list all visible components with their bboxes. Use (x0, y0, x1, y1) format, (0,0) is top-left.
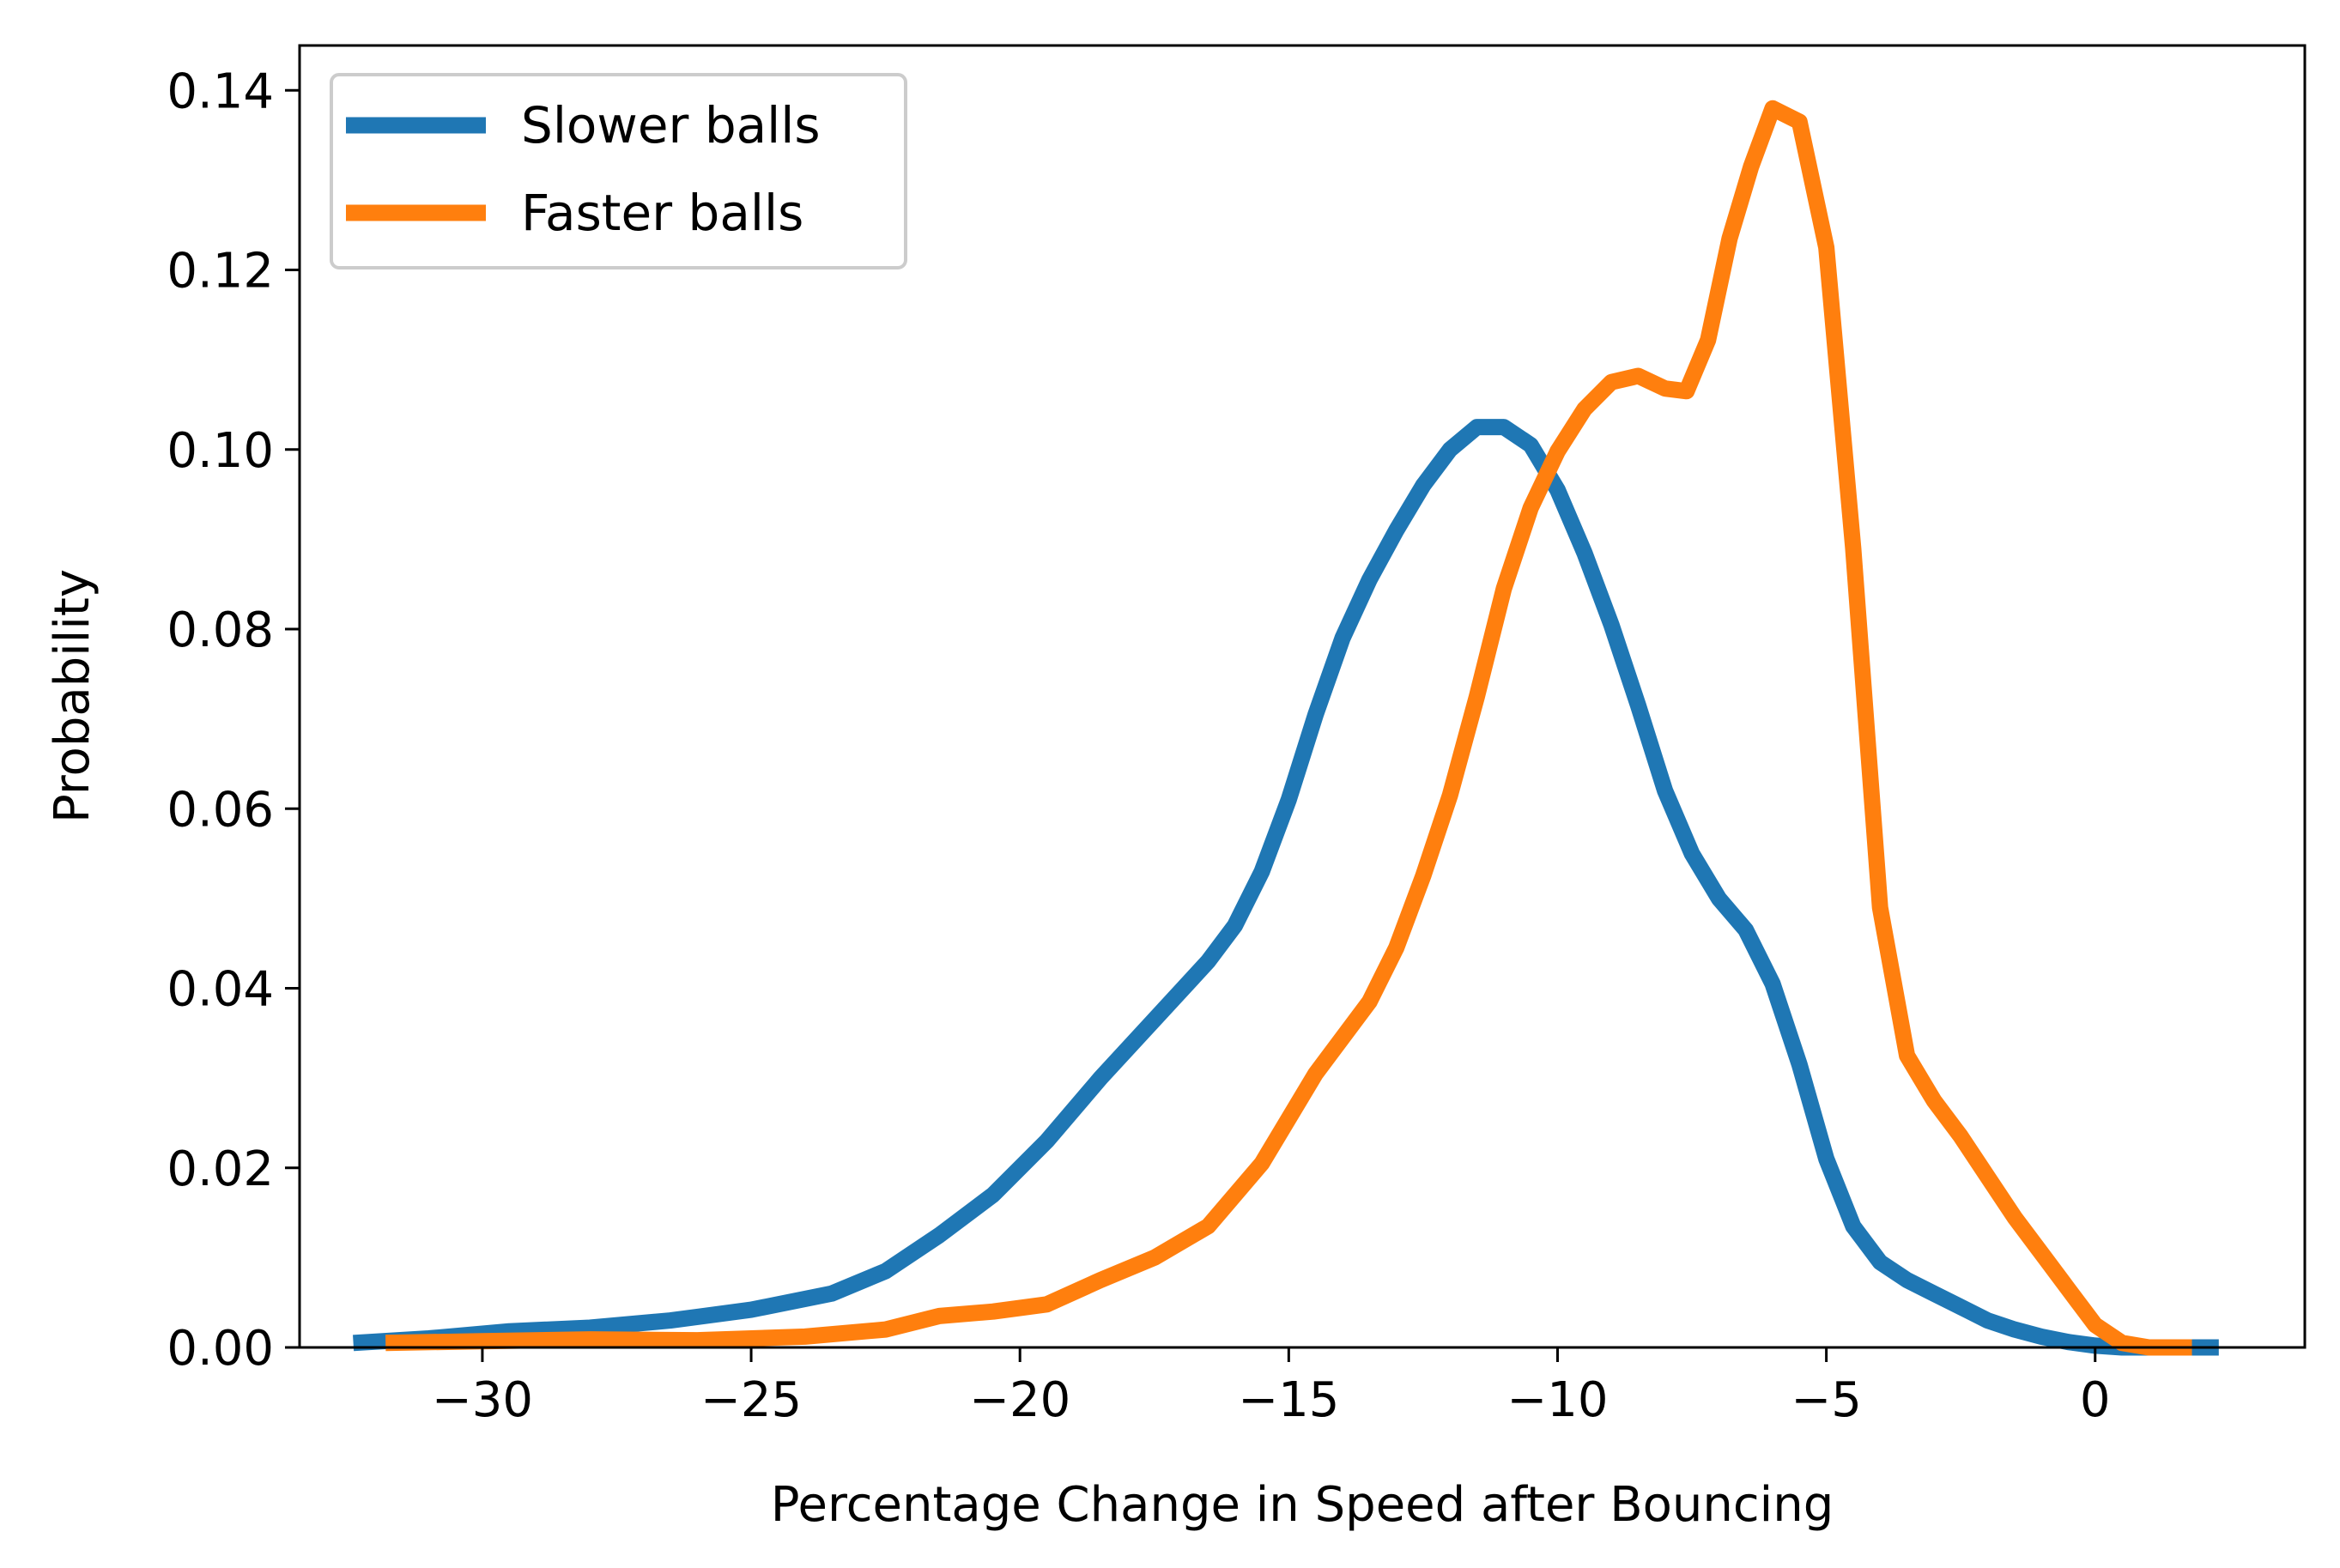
legend: Slower balls Faster balls (330, 73, 907, 269)
legend-label-slower-balls: Slower balls (521, 96, 821, 154)
legend-label-faster-balls: Faster balls (521, 184, 803, 242)
y-tick-label: 0.06 (167, 782, 274, 838)
y-tick-label: 0.02 (167, 1141, 274, 1197)
x-tick-label: −5 (1791, 1372, 1862, 1428)
y-tick-label: 0.08 (167, 602, 274, 658)
plot-area-frame (298, 44, 2307, 1349)
y-tick-label: 0.14 (167, 64, 274, 119)
y-tick-label: 0.10 (167, 423, 274, 479)
x-tick-label: 0 (2080, 1372, 2111, 1428)
x-tick-label: −25 (700, 1372, 802, 1428)
y-axis-label: Probability (45, 569, 100, 823)
x-tick-label: −15 (1238, 1372, 1339, 1428)
series-layer (353, 100, 2219, 1356)
x-axis: −30 −25 −20 −15 −10 −5 0 (432, 1347, 2111, 1428)
x-tick-label: −10 (1506, 1372, 1608, 1428)
x-tick-label: −30 (432, 1372, 533, 1428)
y-tick-label: 0.00 (167, 1321, 274, 1377)
y-axis: 0.00 0.02 0.04 0.06 0.08 0.10 0.12 0.14 (167, 64, 300, 1377)
x-tick-label: −20 (969, 1372, 1070, 1428)
y-tick-label: 0.04 (167, 962, 274, 1018)
series-line-slower-balls (353, 419, 2219, 1356)
y-tick-label: 0.12 (167, 244, 274, 300)
x-axis-label: Percentage Change in Speed after Bouncin… (771, 1477, 1834, 1533)
series-line-faster-balls (385, 100, 2192, 1356)
